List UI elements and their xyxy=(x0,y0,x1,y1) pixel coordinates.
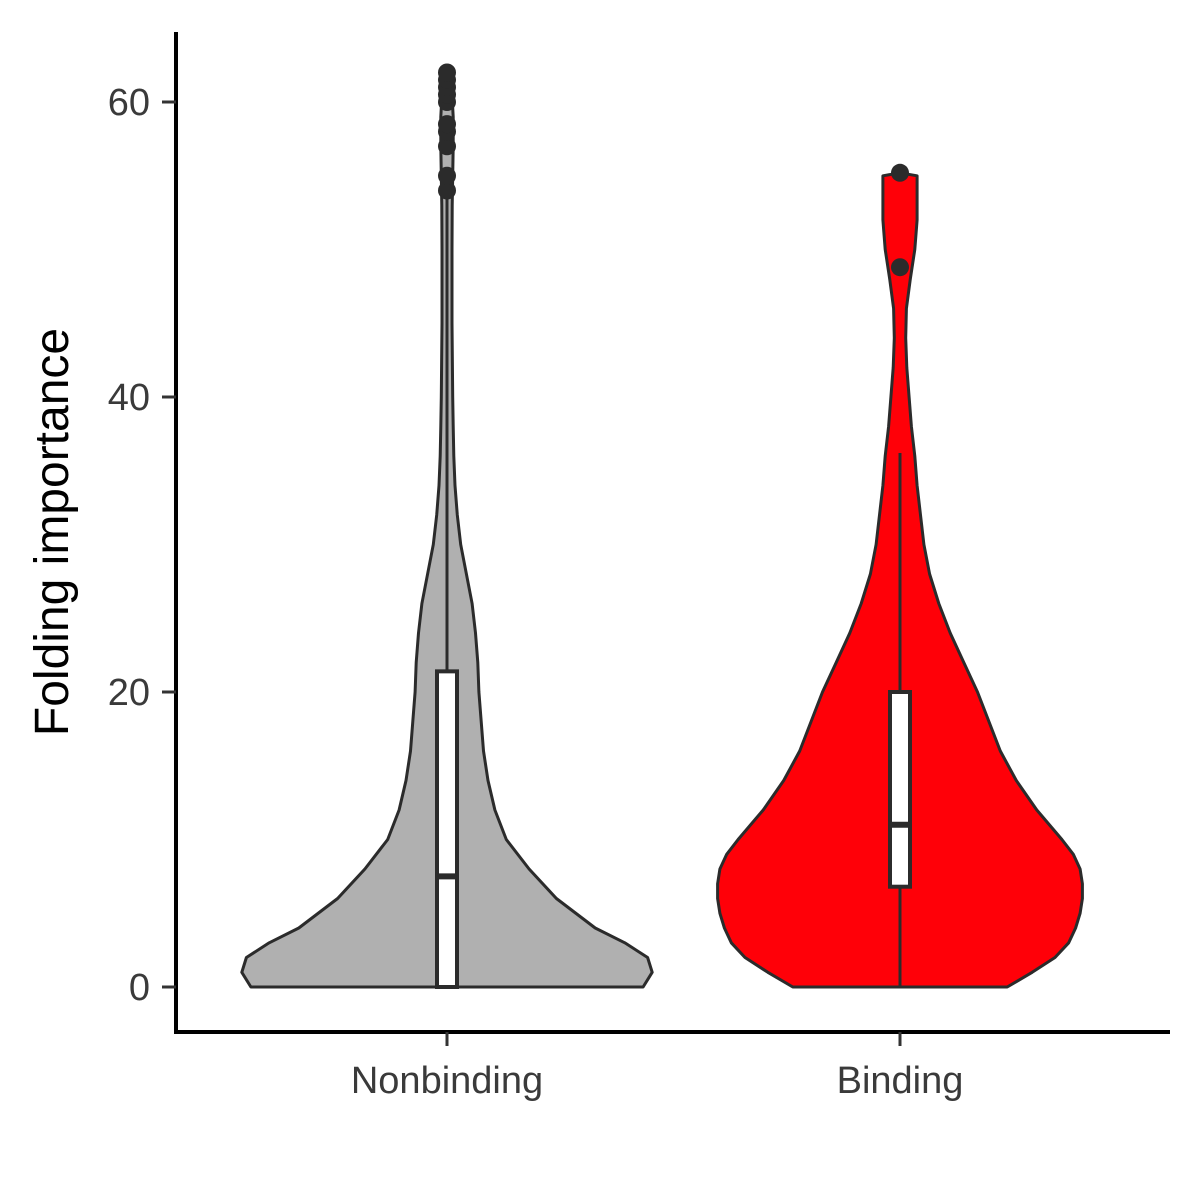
outlier-point-nonbinding xyxy=(438,115,456,134)
x-tick-label-binding: Binding xyxy=(837,1060,964,1102)
x-tick-label-nonbinding: Nonbinding xyxy=(351,1060,543,1102)
plot-area xyxy=(240,63,1084,989)
outlier-point-nonbinding xyxy=(438,137,456,156)
outlier-point-binding xyxy=(891,163,909,182)
y-axis-title: Folding importance xyxy=(26,328,79,736)
outlier-point-nonbinding xyxy=(438,166,456,185)
outlier-point-nonbinding xyxy=(438,181,456,200)
outlier-point-nonbinding xyxy=(438,63,456,82)
y-tick-label-40: 40 xyxy=(108,377,150,419)
axes: Nonbinding Binding 0 20 40 60 xyxy=(108,82,964,1102)
y-tick-label-60: 60 xyxy=(108,82,150,124)
y-tick-label-0: 0 xyxy=(129,967,150,1009)
box-nonbinding xyxy=(435,669,459,989)
y-tick-label-20: 20 xyxy=(108,672,150,714)
outlier-point-binding xyxy=(891,258,909,277)
box-binding xyxy=(888,690,912,889)
